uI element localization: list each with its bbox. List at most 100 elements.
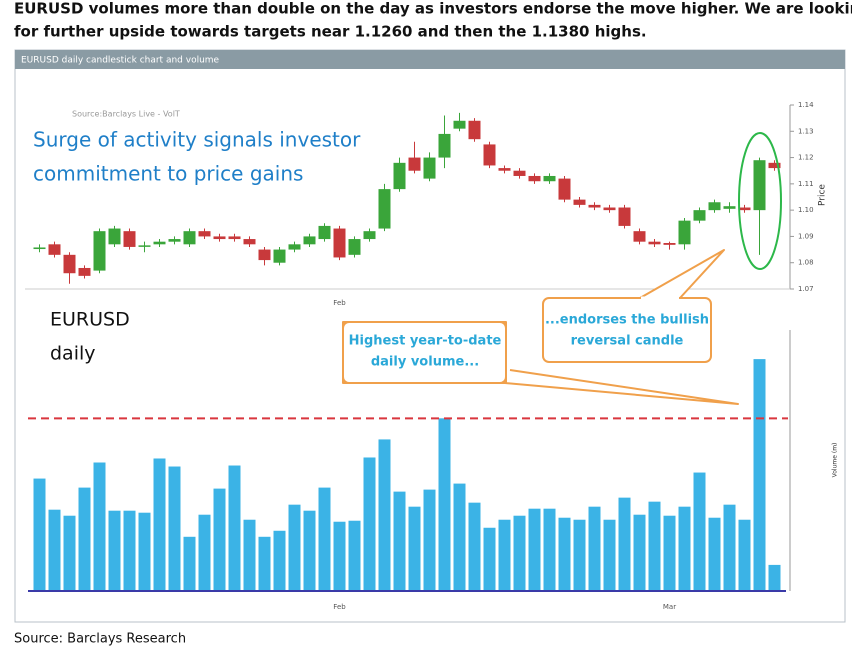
volume-bar bbox=[393, 491, 406, 591]
volume-bar bbox=[33, 478, 46, 591]
panel-header bbox=[15, 50, 845, 69]
volume-bar bbox=[648, 501, 661, 591]
candle-body bbox=[303, 236, 316, 245]
volume-bar bbox=[408, 506, 421, 591]
candle-body bbox=[153, 241, 166, 245]
candle-body bbox=[663, 243, 676, 245]
candle-body bbox=[228, 236, 241, 240]
volume-bar bbox=[723, 504, 736, 591]
x-tick-label: Mar bbox=[663, 603, 676, 611]
candle-body bbox=[33, 247, 46, 250]
y-tick-label: 1.14 bbox=[798, 101, 814, 109]
candle-body bbox=[708, 202, 721, 211]
volume-bar bbox=[438, 418, 451, 591]
candle-body bbox=[48, 244, 61, 255]
candle-body bbox=[468, 120, 481, 140]
headline: Surge of activity signals investor bbox=[33, 128, 361, 152]
y-tick-label: 1.09 bbox=[798, 232, 814, 240]
volume-bar bbox=[603, 519, 616, 591]
candle-body bbox=[558, 178, 571, 200]
candle-body bbox=[423, 157, 436, 179]
volume-bar bbox=[453, 483, 466, 591]
candle-body bbox=[513, 170, 526, 176]
y-tick-label: 1.11 bbox=[798, 180, 814, 188]
y-tick-label: 1.13 bbox=[798, 127, 814, 135]
intro-line: EURUSD volumes more than double on the d… bbox=[14, 0, 852, 18]
volume-bar bbox=[483, 527, 496, 591]
candle-body bbox=[213, 236, 226, 240]
volume-bar bbox=[513, 515, 526, 591]
volume-bar bbox=[468, 502, 481, 591]
intro-line: for further upside towards targets near … bbox=[14, 23, 647, 41]
candle-body bbox=[738, 207, 751, 211]
volume-bar bbox=[423, 489, 436, 591]
candle-body bbox=[93, 231, 106, 271]
volume-bar bbox=[348, 520, 361, 591]
candle-body bbox=[108, 228, 121, 245]
callout-text: Highest year-to-date bbox=[349, 334, 502, 349]
x-tick-label: Feb bbox=[333, 603, 346, 611]
headline: commitment to price gains bbox=[33, 162, 303, 186]
candle-body bbox=[438, 133, 451, 158]
volume-bar bbox=[318, 487, 331, 591]
candle-body bbox=[258, 249, 271, 261]
volume-bar bbox=[618, 497, 631, 591]
volume-bar bbox=[738, 519, 751, 591]
candle-body bbox=[648, 241, 661, 245]
volume-bar bbox=[663, 515, 676, 591]
volume-bar bbox=[48, 509, 61, 591]
volume-bar bbox=[183, 536, 196, 591]
candle-body bbox=[483, 144, 496, 166]
candle-body bbox=[753, 160, 766, 211]
volume-bar bbox=[273, 530, 286, 591]
candle-body bbox=[603, 207, 616, 211]
volume-bar bbox=[543, 508, 556, 591]
volume-bar bbox=[63, 515, 76, 591]
candle-body bbox=[243, 239, 256, 245]
y-tick-label: 1.08 bbox=[798, 259, 814, 267]
volume-bar bbox=[243, 519, 256, 591]
callout-text: reversal candle bbox=[571, 334, 684, 349]
y-tick-label: 1.10 bbox=[798, 206, 814, 214]
candle-body bbox=[588, 204, 601, 208]
volume-bar bbox=[78, 487, 91, 591]
volume-bar bbox=[588, 506, 601, 591]
chart-label: EURUSD bbox=[50, 309, 130, 331]
candle-body bbox=[123, 231, 136, 247]
volume-bar bbox=[768, 564, 781, 591]
candle-body bbox=[408, 157, 421, 171]
candle-body bbox=[633, 231, 646, 242]
volume-bar bbox=[93, 462, 106, 591]
candle-body bbox=[723, 206, 736, 209]
candle-body bbox=[393, 162, 406, 190]
candle-body bbox=[693, 210, 706, 221]
candle-body bbox=[498, 168, 511, 171]
candle-body bbox=[63, 254, 76, 274]
volume-bar bbox=[333, 521, 346, 591]
volume-bar bbox=[708, 517, 721, 591]
volume-bar bbox=[138, 512, 151, 591]
y-axis-title: Volume (m) bbox=[832, 443, 839, 478]
candle-body bbox=[768, 162, 781, 169]
x-tick-label: Feb bbox=[333, 299, 346, 307]
candle-body bbox=[363, 231, 376, 240]
candle-body bbox=[378, 189, 391, 229]
callout-box bbox=[342, 321, 507, 384]
candle-body bbox=[453, 120, 466, 129]
volume-bar bbox=[123, 510, 136, 591]
highlight-ellipse bbox=[738, 132, 782, 270]
candle-body bbox=[138, 245, 151, 247]
volume-bar bbox=[258, 536, 271, 591]
candle-body bbox=[528, 175, 541, 182]
volume-bar bbox=[288, 504, 301, 591]
y-tick-label: 1.12 bbox=[798, 154, 814, 162]
candle-body bbox=[78, 267, 91, 276]
source: Source: Barclays Research bbox=[14, 632, 186, 647]
volume-bar bbox=[378, 439, 391, 591]
volume-bar bbox=[153, 458, 166, 591]
volume-bar bbox=[633, 514, 646, 591]
callout-text: ...endorses the bullish bbox=[545, 313, 709, 328]
candle-body bbox=[198, 231, 211, 237]
candle-body bbox=[348, 239, 361, 255]
volume-bar bbox=[198, 514, 211, 591]
